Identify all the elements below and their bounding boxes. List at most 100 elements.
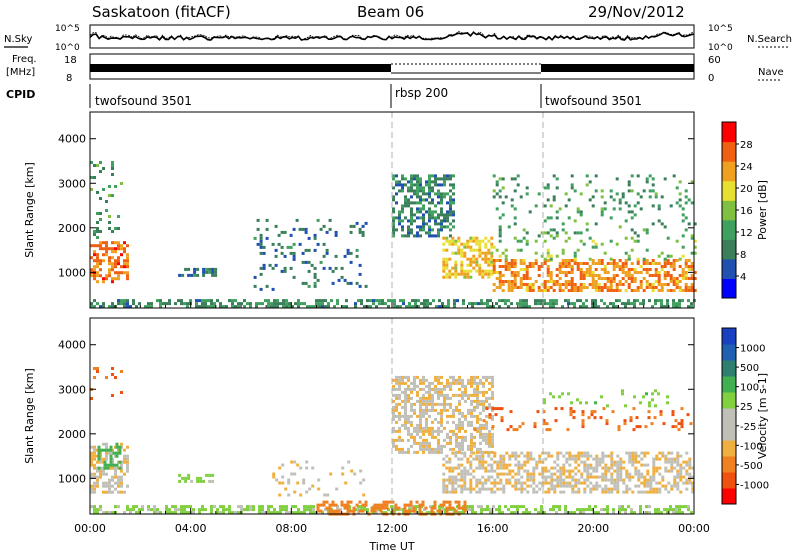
scatter-cell — [455, 444, 458, 448]
scatter-cell — [501, 289, 505, 292]
scatter-cell — [574, 490, 578, 494]
colorbar-segment — [722, 440, 736, 457]
scatter-cell — [519, 239, 523, 243]
nsky-panel: N.Sky 10^5 10^0 10^5 10^0 N.Search — [4, 24, 792, 53]
scatter-cell — [481, 239, 485, 243]
scatter-cell — [174, 302, 177, 306]
scatter-cell — [463, 269, 467, 273]
scatter-cell — [616, 481, 620, 485]
scatter-cell — [639, 286, 643, 289]
scatter-cell — [369, 299, 372, 303]
scatter-cell — [346, 503, 350, 507]
scatter-cell — [452, 393, 455, 397]
scatter-cell — [438, 305, 441, 309]
scatter-cell — [616, 487, 620, 491]
scatter-cell — [126, 262, 129, 266]
scatter-cell — [580, 451, 584, 455]
scatter-cell — [281, 481, 285, 485]
scatter-cell — [514, 478, 518, 482]
scatter-cell — [619, 478, 623, 482]
scatter-cell — [493, 460, 497, 464]
scatter-cell — [612, 262, 616, 265]
scatter-cell — [528, 262, 532, 265]
scatter-cell — [537, 286, 541, 289]
scatter-cell — [525, 242, 529, 246]
scatter-cell — [90, 268, 93, 272]
scatter-cell — [198, 305, 201, 309]
scatter-cell — [675, 239, 679, 243]
scatter-cell — [409, 503, 413, 507]
scatter-cell — [488, 413, 492, 417]
scatter-cell — [108, 490, 111, 494]
scatter-cell — [622, 460, 626, 464]
scatter-cell — [564, 508, 567, 512]
scatter-cell — [416, 186, 419, 190]
nsky-label: N.Sky — [4, 34, 32, 45]
scatter-cell — [213, 505, 216, 509]
scatter-cell — [467, 447, 470, 451]
scatter-cell — [431, 381, 434, 385]
scatter-cell — [543, 401, 546, 405]
scatter-cell — [609, 239, 613, 243]
scatter-cell — [398, 222, 401, 226]
scatter-cell — [643, 481, 647, 485]
scatter-cell — [475, 478, 479, 482]
scatter-cell — [558, 289, 562, 292]
scatter-cell — [313, 236, 317, 240]
scatter-cell — [417, 305, 420, 309]
scatter-cell — [622, 481, 626, 485]
scatter-cell — [591, 195, 595, 199]
scatter-cell — [646, 484, 650, 488]
scatter-cell — [669, 265, 673, 268]
scatter-cell — [525, 511, 528, 515]
scatter-cell — [455, 378, 458, 382]
scatter-cell — [422, 381, 425, 385]
scatter-cell — [303, 511, 306, 515]
scatter-cell — [184, 476, 188, 480]
scatter-cell — [432, 299, 435, 303]
scatter-cell — [546, 198, 550, 202]
scatter-cell — [685, 481, 689, 485]
scatter-cell — [591, 239, 595, 243]
scatter-cell — [129, 508, 132, 512]
colorbar-tick-label: 500 — [740, 363, 759, 374]
scatter-cell — [301, 251, 305, 255]
scatter-cell — [99, 469, 102, 473]
scatter-cell — [633, 231, 637, 235]
scatter-cell — [454, 275, 458, 279]
scatter-cell — [451, 490, 455, 494]
velocity-ylabel: Slant Range [km] — [23, 368, 36, 464]
scatter-cell — [126, 244, 129, 248]
scatter-cell — [490, 260, 494, 264]
scatter-cell — [487, 487, 491, 491]
scatter-cell — [243, 305, 246, 309]
scatter-cell — [312, 511, 315, 515]
scatter-cell — [446, 402, 449, 406]
scatter-cell — [621, 508, 624, 512]
scatter-cell — [601, 487, 605, 491]
scatter-cell — [115, 451, 119, 455]
scatter-cell — [580, 472, 584, 476]
scatter-cell — [475, 263, 479, 267]
scatter-cell — [434, 450, 437, 454]
scatter-cell — [690, 511, 693, 515]
scatter-cell — [463, 245, 467, 249]
scatter-cell — [550, 472, 554, 476]
scatter-cell — [488, 435, 491, 439]
scatter-cell — [413, 387, 416, 391]
scatter-cell — [454, 487, 458, 491]
scatter-cell — [555, 254, 559, 258]
scatter-cell — [115, 463, 119, 467]
scatter-cell — [690, 201, 694, 205]
scatter-cell — [507, 289, 511, 292]
scatter-cell — [576, 299, 579, 303]
scatter-cell — [642, 299, 645, 303]
scatter-cell — [419, 381, 422, 385]
scatter-cell — [663, 508, 666, 512]
scatter-cell — [492, 265, 496, 268]
scatter-cell — [189, 505, 192, 509]
scatter-cell — [597, 283, 601, 286]
scatter-cell — [570, 280, 574, 283]
scatter-cell — [516, 302, 519, 306]
scatter-cell — [479, 429, 482, 433]
